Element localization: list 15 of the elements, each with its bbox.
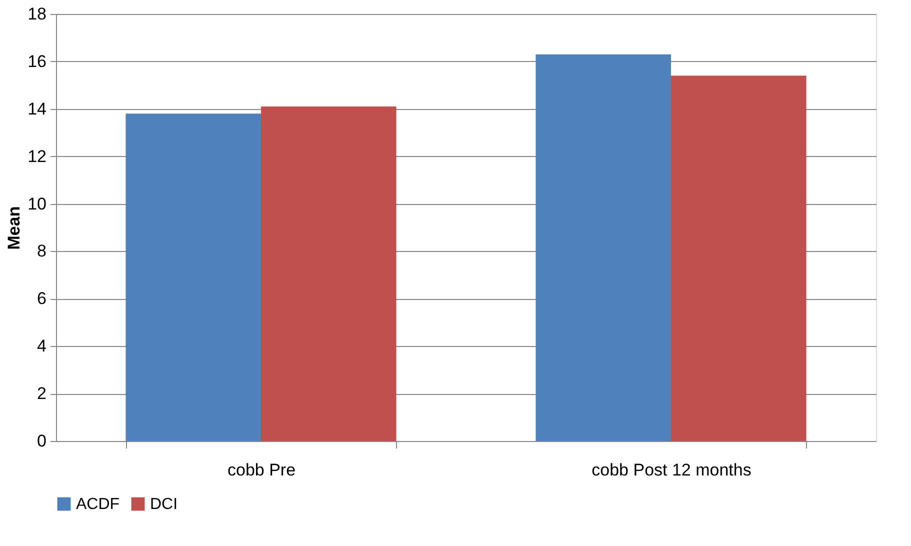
y-tick-label: 14 [28, 99, 46, 118]
y-tick-label: 12 [28, 146, 46, 166]
y-tick-label: 0 [37, 432, 46, 450]
y-tick-label: 16 [28, 52, 46, 71]
y-tick-label: 4 [37, 336, 46, 356]
y-tick-label: 6 [37, 289, 46, 308]
x-tick-label: cobb Pre [227, 460, 296, 480]
y-tick-label: 10 [28, 194, 46, 214]
legend-label: DCI [150, 496, 178, 513]
y-axis-title: Mean [4, 206, 24, 250]
y-tick-label: 2 [37, 384, 46, 404]
y-tick-label: 8 [37, 242, 46, 261]
x-tick-label: cobb Post 12 months [592, 460, 752, 480]
y-tick-label: 18 [28, 4, 46, 24]
legend-label: ACDF [76, 496, 120, 513]
